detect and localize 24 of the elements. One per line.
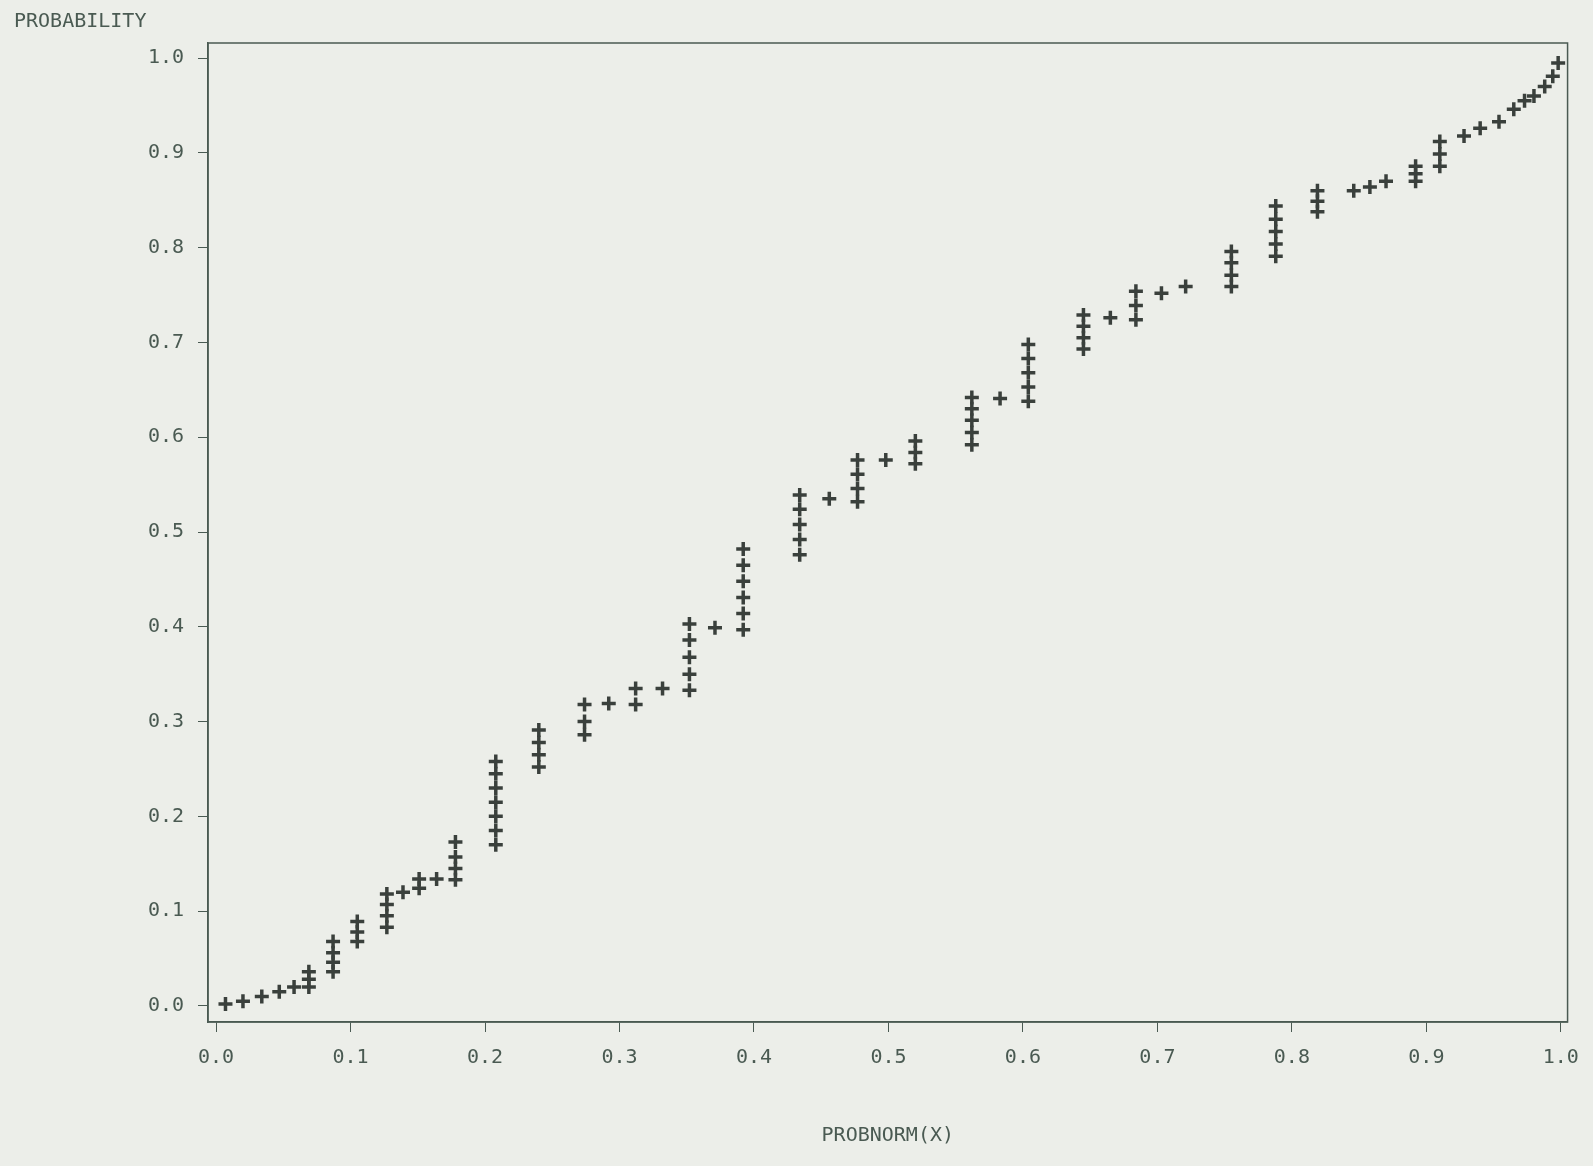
y-tick-label: 0.5 — [147, 518, 184, 543]
x-tick-label: 0.7 — [1139, 1044, 1176, 1069]
x-tick-label: 0.4 — [735, 1044, 773, 1069]
x-tick-label: 0.0 — [198, 1044, 235, 1069]
x-tick-label: 1.0 — [1542, 1044, 1579, 1069]
y-tick-label: 0.9 — [147, 139, 184, 164]
y-tick-label: 0.4 — [147, 613, 184, 637]
y-tick-label: 0.8 — [147, 233, 184, 258]
x-tick-label: 0.1 — [332, 1044, 369, 1069]
y-tick-label: 0.2 — [147, 802, 184, 827]
y-tick-label: 0.7 — [147, 328, 184, 353]
x-tick-label: 0.9 — [1408, 1044, 1445, 1069]
x-tick-label: 0.3 — [601, 1044, 638, 1069]
x-tick-label: 0.6 — [1004, 1044, 1041, 1069]
y-tick-label: 0.0 — [147, 992, 184, 1017]
y-tick-label: 0.3 — [147, 707, 184, 732]
x-axis-title: PROBNORM(X) — [821, 1122, 955, 1147]
y-tick-label: 0.6 — [147, 423, 184, 448]
x-tick-label: 0.2 — [466, 1044, 504, 1069]
y-tick-label: 0.1 — [147, 897, 184, 922]
y-axis-title: PROBABILITY — [14, 8, 147, 33]
x-tick-label: 0.8 — [1273, 1044, 1310, 1069]
y-tick-label: 1.0 — [147, 44, 184, 69]
x-tick-label: 0.5 — [870, 1044, 907, 1069]
